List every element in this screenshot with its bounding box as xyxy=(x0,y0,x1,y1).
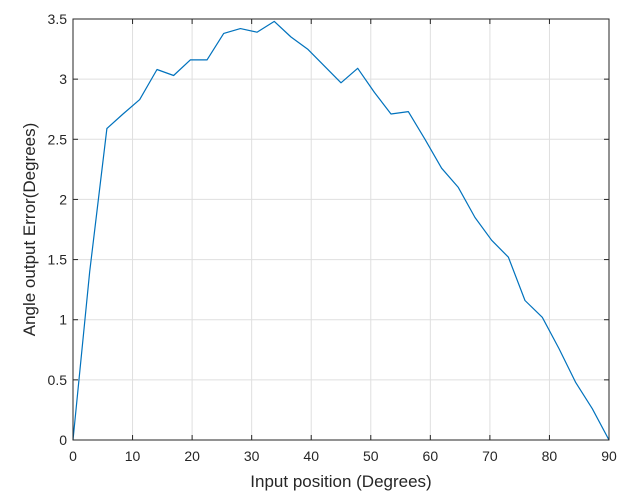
y-tick-label: 0 xyxy=(59,432,67,448)
series-line-0 xyxy=(72,20,610,441)
y-tick-label: 2.5 xyxy=(48,131,68,147)
y-tick-label: 1.5 xyxy=(48,252,68,268)
x-tick-label: 90 xyxy=(601,448,617,464)
y-tick-label: 1 xyxy=(59,312,67,328)
x-tick-label: 10 xyxy=(125,448,141,464)
y-axis-label: Angle output Error(Degrees) xyxy=(20,123,39,337)
tick-marks xyxy=(72,18,610,441)
x-tick-label: 30 xyxy=(244,448,260,464)
plot-frame xyxy=(72,18,610,441)
y-tick-label: 3.5 xyxy=(48,11,68,27)
plot-area xyxy=(73,19,609,440)
x-tick-label: 0 xyxy=(69,448,77,464)
x-tick-label: 50 xyxy=(363,448,379,464)
x-axis-label: Input position (Degrees) xyxy=(250,472,431,491)
x-tick-label: 80 xyxy=(542,448,558,464)
y-tick-label: 3 xyxy=(59,71,67,87)
x-tick-label: 70 xyxy=(482,448,498,464)
x-tick-label: 20 xyxy=(184,448,200,464)
x-tick-labels: 0 10 20 30 40 50 60 70 80 90 xyxy=(69,448,617,464)
y-tick-label: 2 xyxy=(59,191,67,207)
y-tick-labels: 0 0.5 1 1.5 2 2.5 3 3.5 xyxy=(48,11,68,448)
x-tick-label: 40 xyxy=(303,448,319,464)
x-tick-label: 60 xyxy=(423,448,439,464)
y-tick-label: 0.5 xyxy=(48,372,68,388)
